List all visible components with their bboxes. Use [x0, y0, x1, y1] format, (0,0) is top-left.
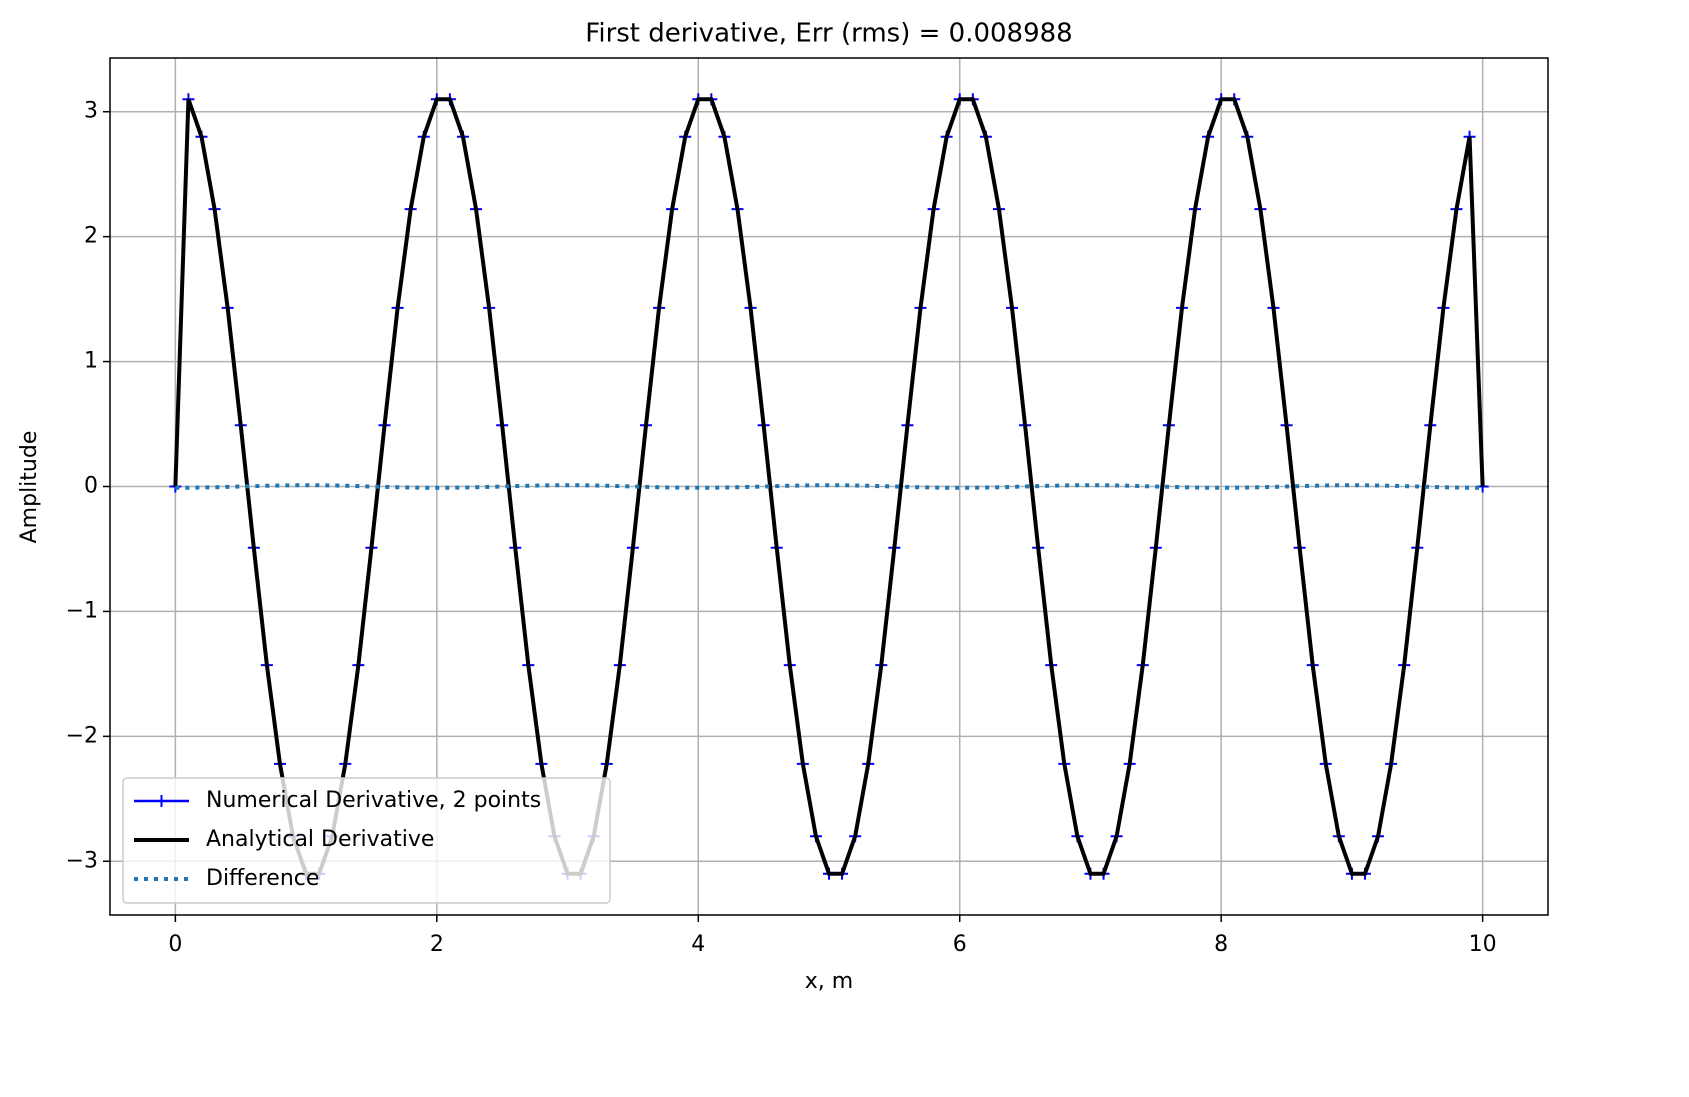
legend-box [122, 777, 611, 904]
y-tick-label: −3 [66, 848, 98, 873]
legend-label: Difference [206, 866, 319, 891]
y-axis-label: Amplitude [17, 431, 42, 544]
legend-label: Numerical Derivative, 2 points [206, 788, 541, 813]
series-line [173, 97, 1485, 876]
y-tick-label: 3 [84, 99, 98, 124]
y-tick-label: 2 [84, 224, 98, 249]
x-tick-label: 2 [430, 932, 444, 957]
legend: Numerical Derivative, 2 points Analytical… [122, 777, 611, 904]
x-tick-label: 0 [168, 932, 182, 957]
legend-marker [155, 795, 168, 807]
plot-frame [109, 57, 1549, 916]
x-tick-label: 8 [1214, 932, 1228, 957]
y-tick-label: 0 [84, 474, 98, 499]
y-tick-label: −2 [66, 723, 98, 748]
series-line [175, 483, 1483, 490]
x-tick-label: 10 [1469, 932, 1497, 957]
chart-title: First derivative, Err (rms) = 0.008988 [585, 19, 1072, 49]
x-tick-label: 4 [691, 932, 705, 957]
y-tick-label: 1 [84, 349, 98, 374]
y-tick-label: −1 [66, 598, 98, 623]
x-tick-label: 6 [953, 932, 967, 957]
x-axis-label: x, m [805, 969, 853, 994]
legend-label: Analytical Derivative [206, 827, 434, 852]
